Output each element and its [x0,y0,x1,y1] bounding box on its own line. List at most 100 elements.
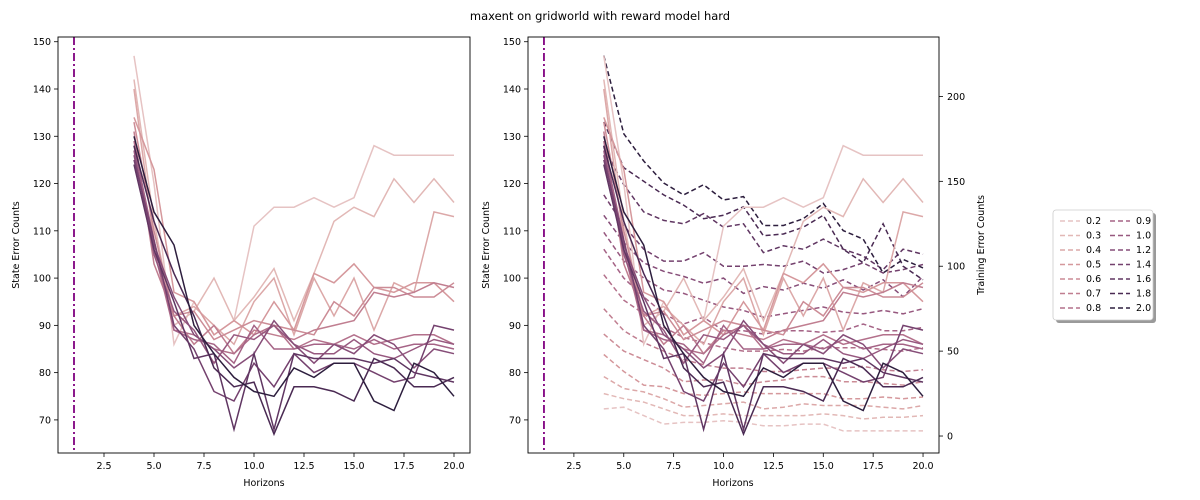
right-x-tick-label: 2.5 [566,461,581,472]
right-x-axis-label: Horizons [712,478,753,489]
left-x-tick-label: 10.0 [243,461,264,472]
left-x-tick-label: 20.0 [443,461,464,472]
left-state-series-0.7 [133,131,455,355]
right-state-series-1.4 [603,159,924,402]
left-x-tick-label: 7.5 [196,461,211,472]
left-state-series-1.6 [133,164,455,433]
right-axes-frame [527,36,940,454]
legend: 0.2 0.3 0.4 0.5 0.6 0.7 0.8 0.9 1.0 1.2 1.4 1.6 1.8 2… [1052,209,1156,323]
left-x-tick-label: 15.0 [343,461,364,472]
left-x-tick-label: 17.5 [393,461,414,472]
left-x-axis-label: Horizons [243,478,284,489]
right-ticks: 0 50 100 150 200 2.5 5.0 7.5 10.0 12.5 15.0 17.5 20.… [503,37,965,472]
right-plot-area [543,37,924,453]
right-state-series-2.0 [603,136,924,412]
legend-label-0.9: 0.9 [1136,216,1151,227]
right-training-series-0.4 [603,375,924,410]
left-x-tick-label: 5.0 [146,461,161,472]
legend-label-0.4: 0.4 [1086,245,1101,256]
left-state-series-2.0 [133,136,455,412]
right-state-series-0.6 [603,121,924,341]
legend-label-0.3: 0.3 [1086,231,1101,242]
right-training-series-0.6 [603,333,924,386]
right-state-series-1.6 [603,164,924,433]
left-y-tick-label: 120 [33,179,51,190]
right-y-tick-label: 100 [503,274,521,285]
figure-title: maxent on gridworld with reward model ha… [470,9,730,23]
left-y-tick-label: 80 [39,368,51,379]
legend-label-0.6: 0.6 [1086,274,1101,285]
right-training-series-0.7 [603,308,924,373]
right-x-tick-label: 12.5 [763,461,784,472]
right-right-y-tick-label: 50 [947,347,959,358]
right-y-tick-label: 120 [503,179,521,190]
left-y-tick-label: 150 [33,37,51,48]
right-state-series-1.8 [603,145,924,437]
left-axes: 2.5 5.0 7.5 10.0 12.5 15.0 17.5 20.0 70 80 90 100 11… [11,36,471,489]
right-x-tick-label: 10.0 [713,461,734,472]
legend-label-0.7: 0.7 [1086,289,1101,300]
left-state-series-0.2 [133,55,454,347]
left-x-tick-label: 12.5 [293,461,314,472]
right-y-tick-label: 140 [503,85,521,96]
legend-label-1.2: 1.2 [1136,245,1151,256]
legend-label-2.0: 2.0 [1136,303,1151,314]
right-y-tick-label: 80 [509,368,521,379]
right-right-y-tick-label: 200 [947,92,965,103]
right-training-series-2.0 [603,55,924,275]
legend-label-0.8: 0.8 [1086,303,1101,314]
right-state-series-0.4 [603,88,924,346]
legend-label-1.4: 1.4 [1136,260,1151,271]
legend-label-1.8: 1.8 [1136,289,1151,300]
right-y-tick-label: 150 [503,37,521,48]
right-y-tick-label: 90 [509,321,521,332]
right-state-series-0.2 [603,55,923,347]
right-x-tick-label: 5.0 [616,461,631,472]
legend-label-1.6: 1.6 [1136,274,1151,285]
right-secondary-y-axis-label: Training Error Counts [976,195,987,296]
left-state-series-0.4 [133,88,455,346]
right-axes: 0 50 100 150 200 2.5 5.0 7.5 10.0 12.5 15.0 17.5 20.… [481,36,987,489]
left-ticks: 2.5 5.0 7.5 10.0 12.5 15.0 17.5 20.0 70 80 90 100 11… [33,37,465,472]
legend-frame [1052,209,1154,321]
right-right-y-tick-label: 150 [947,177,965,188]
right-y-tick-label: 110 [503,226,521,237]
left-plot-area [73,37,455,453]
left-state-series-1.4 [133,159,455,402]
right-x-tick-label: 20.0 [912,461,933,472]
left-x-tick-label: 2.5 [96,461,111,472]
left-state-series-1.8 [133,145,455,437]
right-state-series-0.5 [603,117,924,336]
legend-label-0.5: 0.5 [1086,260,1101,271]
right-state-series-1.2 [603,155,924,369]
left-state-series-0.6 [133,121,455,341]
left-y-tick-label: 110 [33,226,51,237]
left-state-series-0.5 [133,117,455,336]
left-y-tick-label: 100 [33,274,51,285]
right-training-series-0.3 [603,392,924,420]
right-right-y-tick-label: 100 [947,262,965,273]
right-training-series-1.2 [603,214,924,298]
legend-label-0.2: 0.2 [1086,216,1101,227]
right-training-series-1.4 [603,194,924,274]
right-state-series-0.7 [603,131,924,355]
left-state-series-0.3 [133,79,455,327]
right-training-series-1.6 [603,147,924,271]
right-y-tick-label: 70 [509,415,521,426]
right-training-series-1.8 [603,121,924,281]
right-y-axis-label: State Error Counts [481,201,492,289]
right-y-tick-label: 130 [503,132,521,143]
left-y-tick-label: 130 [33,132,51,143]
right-x-tick-label: 17.5 [863,461,884,472]
right-right-y-tick-label: 0 [947,432,953,443]
left-state-series-1.2 [133,155,455,369]
legend-label-1.0: 1.0 [1136,231,1151,242]
left-y-tick-label: 90 [39,321,51,332]
right-x-tick-label: 15.0 [813,461,834,472]
right-training-series-1.0 [603,231,924,318]
left-y-axis-label: State Error Counts [11,201,22,289]
right-state-series-0.3 [603,79,924,327]
right-x-tick-label: 7.5 [666,461,681,472]
left-axes-frame [57,36,471,454]
